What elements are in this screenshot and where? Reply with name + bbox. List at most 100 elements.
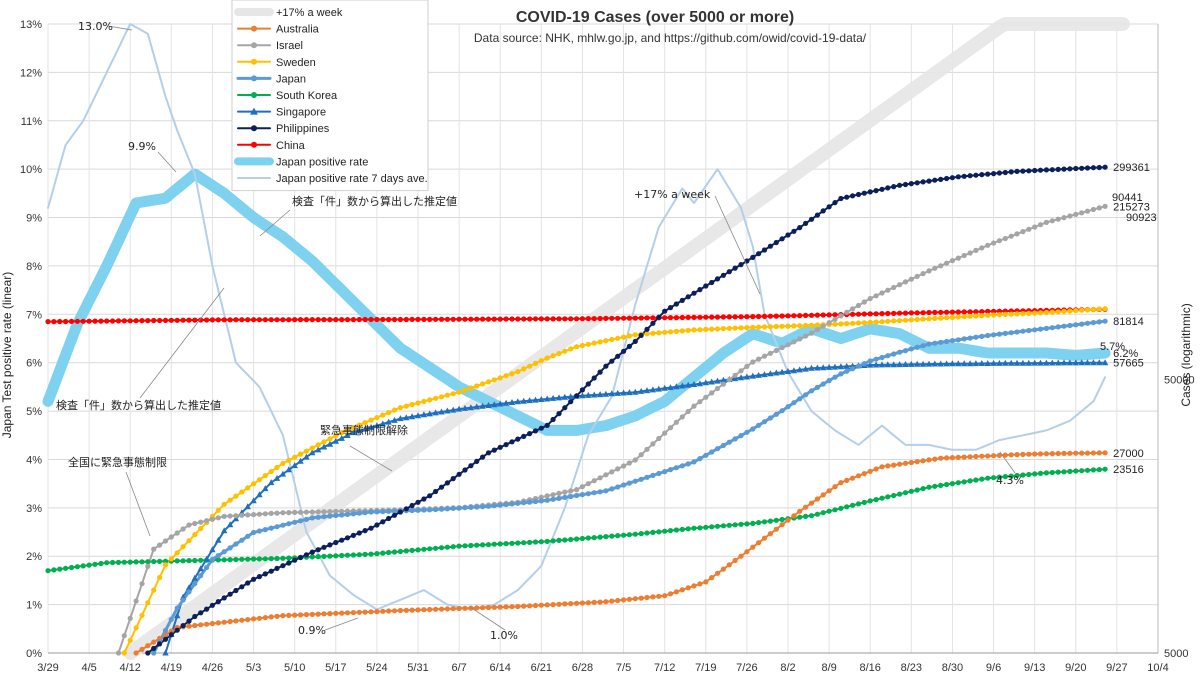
- data-point: [521, 500, 527, 506]
- data-point: [503, 442, 509, 448]
- data-point: [1019, 359, 1027, 366]
- data-point: [397, 405, 403, 411]
- data-point: [920, 179, 926, 185]
- data-point: [356, 422, 362, 428]
- data-point: [491, 447, 497, 453]
- data-point: [309, 449, 316, 456]
- legend-label: Japan positive rate 7 days ave.: [276, 173, 428, 185]
- data-point: [362, 528, 368, 534]
- data-point: [785, 323, 791, 329]
- data-point: [286, 560, 292, 566]
- data-point: [497, 502, 503, 508]
- data-point: [186, 538, 192, 544]
- data-point: [286, 317, 292, 323]
- data-point: [1032, 224, 1038, 230]
- data-point: [738, 433, 744, 439]
- y-left-tick-label: 5%: [26, 406, 42, 418]
- data-point: [380, 316, 386, 323]
- data-point: [327, 509, 333, 515]
- data-point: [920, 458, 926, 464]
- y-left-tick-label: 8%: [26, 261, 42, 273]
- data-point: [227, 317, 233, 323]
- x-tick-label: 8/30: [942, 662, 963, 674]
- data-point: [750, 254, 756, 260]
- data-point: [268, 556, 274, 562]
- data-point: [697, 399, 703, 405]
- data-point: [421, 546, 427, 552]
- data-point: [174, 550, 180, 556]
- data-point: [456, 316, 462, 322]
- data-point: [1026, 168, 1032, 174]
- data-point: [508, 399, 516, 405]
- data-point: [215, 317, 221, 323]
- data-point: [327, 553, 333, 559]
- annotation-leader: [139, 287, 225, 399]
- data-point: [227, 545, 233, 551]
- data-point: [386, 316, 392, 323]
- data-point: [808, 330, 815, 336]
- data-point: [732, 522, 738, 528]
- data-point: [174, 317, 180, 323]
- data-point: [297, 317, 304, 323]
- data-point: [574, 344, 580, 350]
- data-point: [579, 392, 586, 399]
- data-point: [1055, 309, 1061, 315]
- data-point: [662, 329, 668, 335]
- data-point: [978, 360, 985, 366]
- data-point: [891, 318, 897, 324]
- data-point: [321, 509, 327, 515]
- data-point: [456, 471, 462, 477]
- data-point: [732, 372, 738, 378]
- data-point: [1073, 322, 1079, 328]
- data-point: [1079, 468, 1085, 474]
- data-point: [1013, 359, 1021, 366]
- data-point: [403, 316, 409, 323]
- data-point: [151, 645, 157, 652]
- data-point: [1008, 169, 1014, 175]
- data-point: [609, 486, 615, 492]
- data-point: [673, 527, 680, 533]
- data-point: [761, 313, 768, 319]
- data-point: [585, 491, 591, 497]
- data-point: [239, 556, 245, 562]
- data-point: [491, 604, 497, 610]
- data-point: [873, 319, 879, 325]
- data-point: [656, 593, 662, 599]
- data-point: [726, 522, 732, 528]
- data-point: [979, 476, 985, 482]
- data-point: [632, 457, 638, 463]
- data-point: [873, 497, 879, 503]
- data-point: [239, 537, 245, 543]
- data-point: [274, 464, 280, 471]
- data-point: [803, 333, 809, 339]
- data-point: [996, 359, 1003, 366]
- data-point: [309, 317, 315, 323]
- data-point: [797, 323, 803, 329]
- data-point: [397, 509, 403, 515]
- data-point: [397, 548, 403, 555]
- data-point: [826, 378, 832, 384]
- data-point: [885, 318, 891, 324]
- data-point: [649, 386, 657, 393]
- data-point: [891, 310, 897, 316]
- data-point: [327, 436, 333, 442]
- data-point: [621, 482, 627, 488]
- data-point: [145, 600, 151, 606]
- data-point: [973, 313, 979, 319]
- data-point: [973, 477, 979, 483]
- data-point: [303, 552, 309, 558]
- data-point: [509, 501, 515, 507]
- data-point: [1032, 167, 1038, 174]
- data-point: [362, 509, 368, 516]
- data-point: [456, 389, 462, 395]
- x-tick-label: 8/2: [780, 662, 795, 674]
- data-point: [938, 309, 944, 315]
- data-point: [568, 493, 574, 500]
- data-point: [926, 457, 932, 463]
- data-point: [615, 597, 621, 604]
- data-point: [662, 430, 668, 436]
- data-point: [955, 360, 962, 367]
- data-point: [826, 320, 832, 326]
- data-point: [802, 365, 809, 372]
